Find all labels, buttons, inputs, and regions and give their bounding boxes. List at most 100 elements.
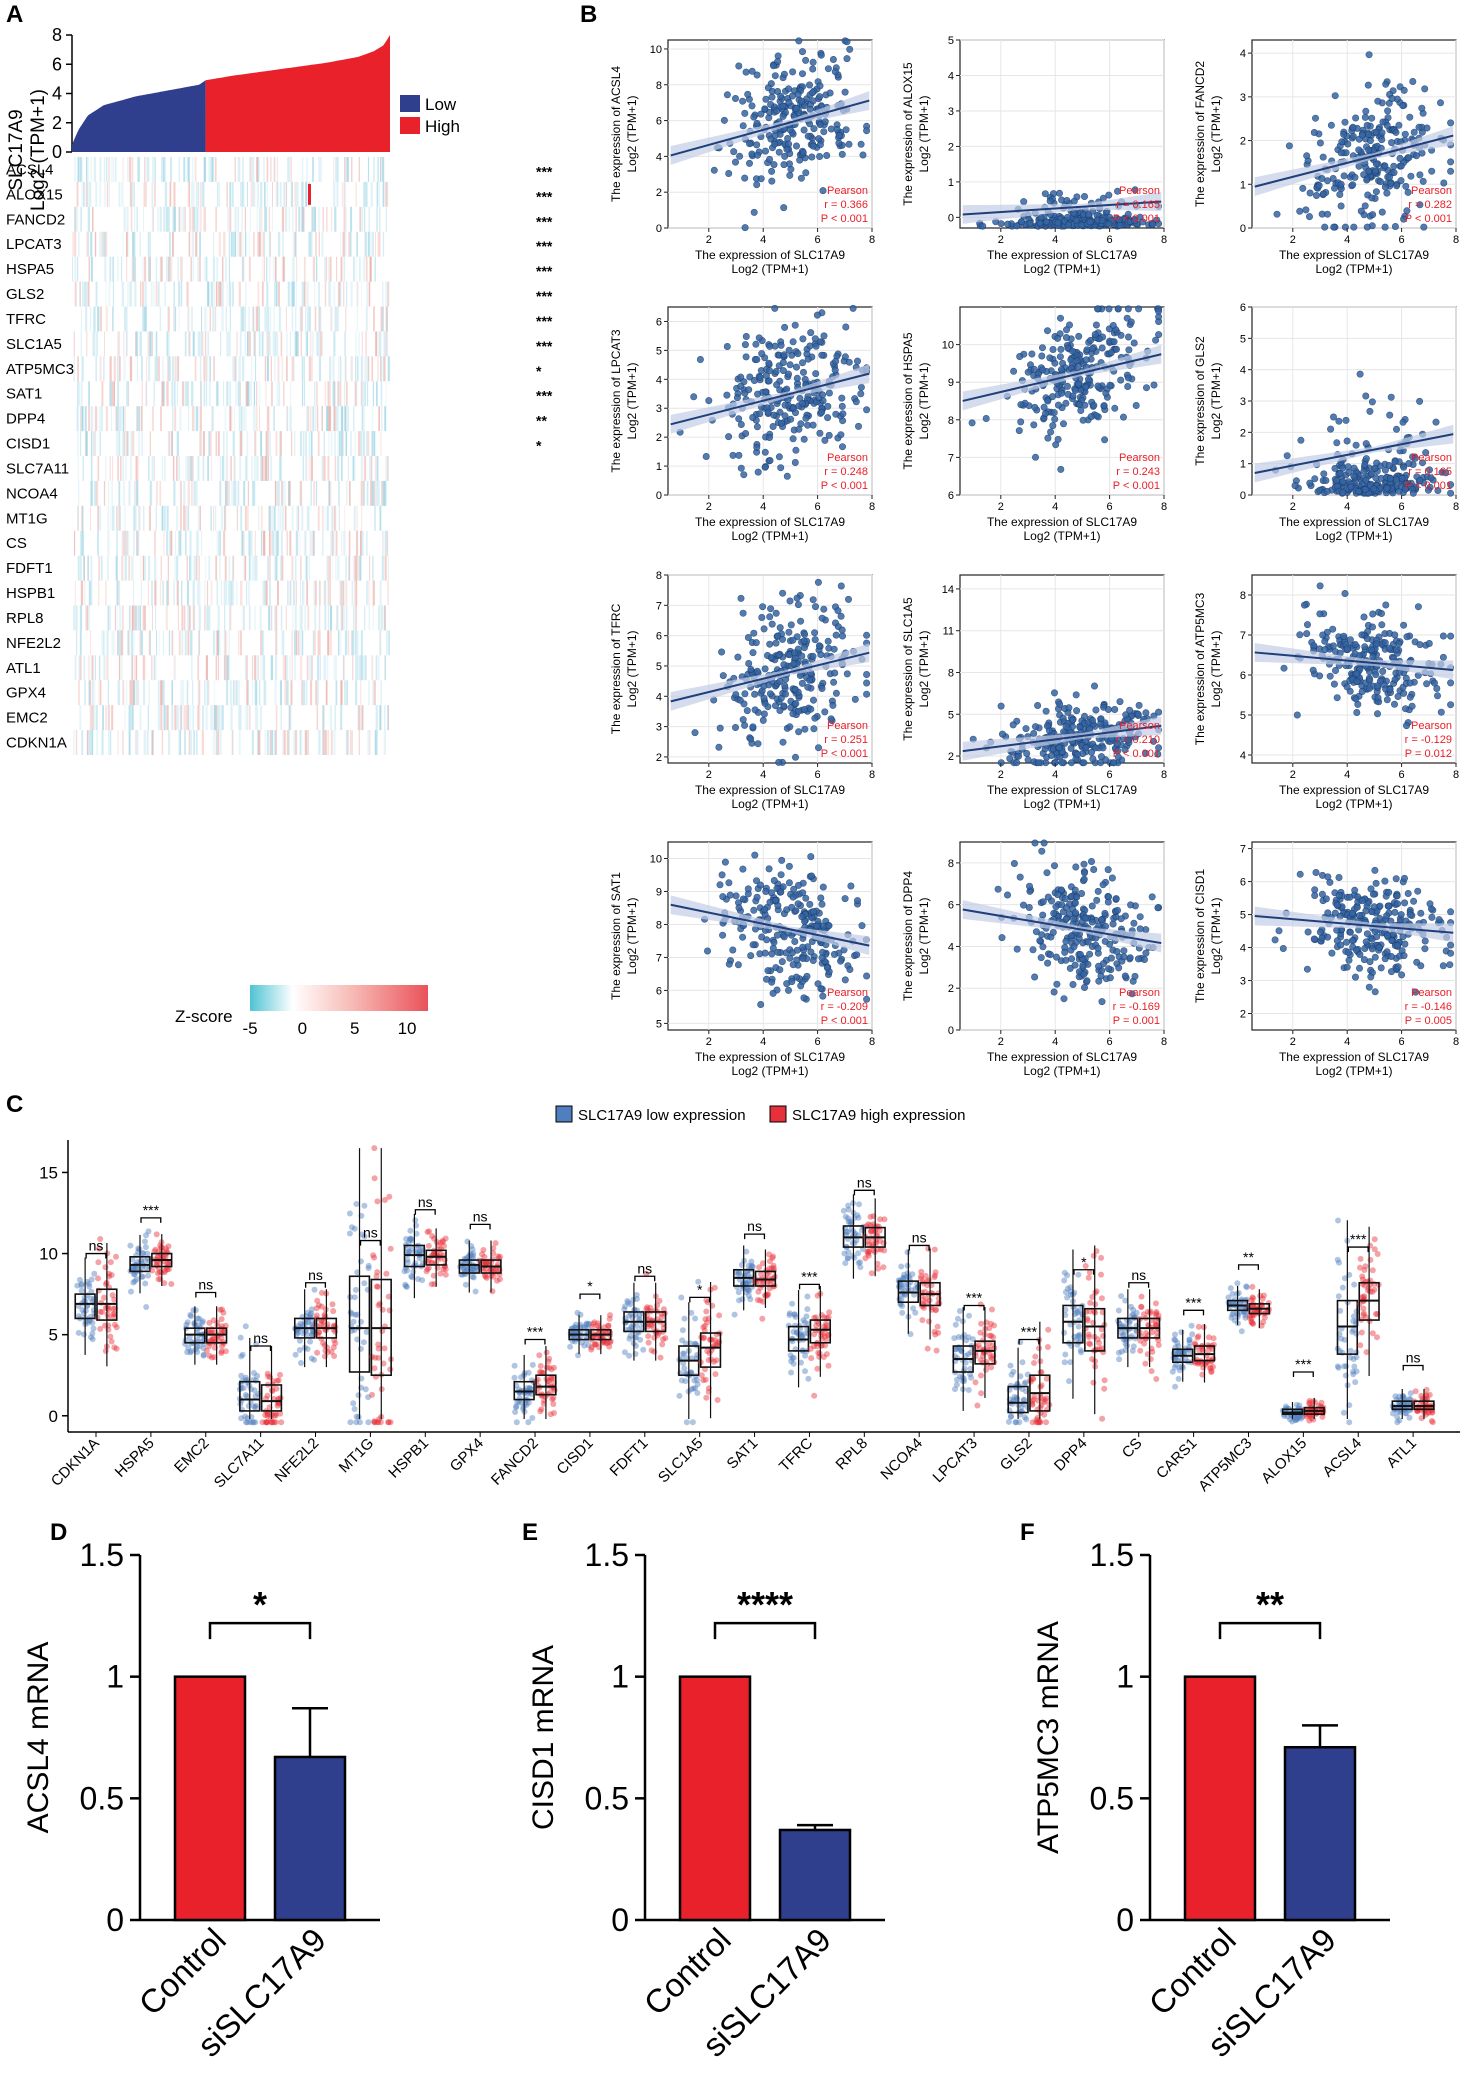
heatmap-stripe [107, 705, 110, 731]
scatter-point [1384, 107, 1392, 115]
heatmap-stripe [100, 680, 102, 706]
heatmap-stripe [248, 580, 250, 606]
scatter-ylabel: The expression of LPCAT3 [609, 329, 623, 473]
heatmap-stripe [77, 505, 79, 531]
heatmap-stripe [286, 331, 288, 357]
heatmap-stripe [119, 406, 122, 432]
heatmap-stripe [237, 157, 240, 182]
heatmap-stripe [191, 157, 194, 182]
heatmap-stripe [368, 231, 371, 257]
heatmap-stripe [224, 655, 227, 681]
heatmap-stripe [101, 381, 104, 407]
scatter-point [1406, 113, 1414, 121]
heatmap-stripe [110, 406, 113, 432]
scatter-point [760, 625, 768, 633]
scatter-ylabel-unit: Log2 (TPM+1) [1209, 362, 1223, 439]
scatter-point [1024, 756, 1032, 764]
heatmap-stripe [225, 480, 228, 506]
pearson-r-value: r = 0.165 [1116, 199, 1160, 211]
heatmap-stripe [173, 181, 176, 207]
heatmap-stripe [122, 456, 124, 481]
scatter-point [764, 84, 772, 92]
heatmap-stripe [95, 356, 97, 382]
heatmap-stripe [199, 231, 201, 257]
heatmap-stripe [203, 256, 206, 282]
heatmap-stripe [270, 456, 272, 481]
heatmap-stripe [248, 306, 250, 332]
heatmap-stripe [296, 331, 298, 357]
heatmap-stripe [93, 157, 97, 182]
heatmap-stripe [376, 206, 378, 232]
heatmap-stripe [306, 157, 308, 182]
heatmap-stripe [374, 256, 376, 282]
scatter-point [792, 699, 800, 707]
zscore-colorbar [250, 985, 428, 1011]
heatmap-stripe [192, 456, 194, 481]
heatmap-row-label: ATL1 [6, 660, 41, 677]
heatmap-stripe [299, 605, 301, 631]
scatter-point [781, 323, 789, 331]
scatter-point [863, 631, 871, 639]
heatmap-stripe [319, 605, 321, 631]
scatter-point [737, 464, 745, 472]
heatmap-stripe [334, 157, 337, 182]
scatter-ytick-label: 6 [656, 316, 662, 328]
scatter-point [1072, 691, 1080, 699]
heatmap-stripe [330, 256, 332, 282]
heatmap-stripe [163, 505, 166, 531]
heatmap-stripe [268, 206, 271, 232]
scatter-point [785, 628, 793, 636]
heatmap-stripe [283, 181, 286, 207]
heatmap-stripe [84, 580, 86, 606]
heatmap-stripe [366, 431, 370, 456]
scatter-point [772, 639, 780, 647]
heatmap-stripe [91, 406, 94, 432]
heatmap-stripe [317, 406, 319, 432]
heatmap-stripe [184, 605, 186, 631]
scatter-point [1353, 670, 1361, 678]
heatmap-stripe [286, 406, 289, 432]
heatmap-stripe [238, 157, 241, 182]
heatmap-stripe [376, 730, 378, 755]
scatter-point [1391, 458, 1399, 466]
heatmap-stripe [130, 206, 133, 232]
heatmap-row-significance: * [536, 363, 542, 379]
heatmap-stripe [99, 306, 102, 332]
heatmap-stripe [184, 206, 186, 232]
scatter-point [837, 582, 845, 590]
heatmap-stripe [316, 480, 318, 506]
heatmap-stripe [166, 381, 169, 407]
heatmap-stripe [177, 605, 179, 631]
scatter-point [780, 70, 788, 78]
heatmap-stripe [359, 206, 361, 232]
heatmap-stripe [360, 356, 363, 382]
heatmap-stripe [238, 730, 241, 755]
heatmap-stripe [177, 256, 179, 282]
heatmap-stripe [365, 655, 367, 681]
scatter-point [834, 607, 842, 615]
heatmap-stripe [203, 381, 205, 407]
scatter-point [1111, 404, 1119, 412]
scatter-point [1363, 176, 1371, 184]
heatmap-stripe [266, 281, 269, 307]
heatmap-stripe [382, 231, 385, 257]
scatter-point [818, 614, 826, 622]
heatmap-stripe [78, 680, 80, 706]
scatter-ytick-label: 0 [1240, 490, 1246, 502]
heatmap-stripe [246, 580, 248, 606]
heatmap-stripe [167, 356, 169, 382]
regression-line [1254, 134, 1454, 188]
heatmap-stripe [132, 256, 134, 282]
heatmap-stripe [333, 505, 336, 531]
scatter-point [1155, 331, 1163, 339]
heatmap-stripe [274, 356, 276, 382]
heatmap-row-significance: ** [536, 413, 547, 429]
heatmap-stripe [356, 306, 359, 332]
heatmap-stripe [326, 206, 328, 232]
heatmap-stripe [174, 555, 176, 581]
heatmap-stripe [316, 705, 318, 731]
heatmap-stripe [223, 530, 226, 556]
heatmap-stripe [275, 256, 277, 282]
heatmap-stripe [176, 356, 177, 382]
heatmap-stripe [178, 157, 180, 182]
